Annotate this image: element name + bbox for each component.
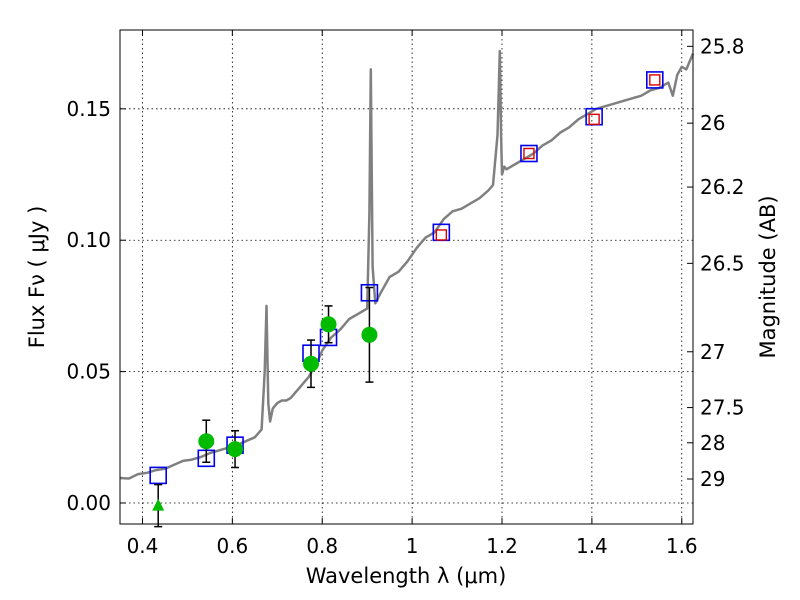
x-tick-label: 1.4 (576, 534, 608, 558)
axes: 0.4 0.6 0.8 1 1.2 1.4 1.6 0.00 0.05 0.10 0.15 25.8 2… (66, 30, 745, 558)
right-tick-label: 26.5 (700, 251, 745, 275)
right-tick-label: 25.8 (700, 34, 745, 58)
y-tick-label: 0.10 (66, 228, 111, 252)
model-photometry-marker (645, 71, 664, 89)
y-tick-label: 0.05 (66, 360, 111, 384)
plot-area (119, 49, 695, 528)
plot-frame (119, 29, 694, 525)
x-tick-label: 0.4 (127, 534, 159, 558)
observed-optical-marker (320, 316, 337, 333)
right-tick-label: 27 (700, 340, 725, 364)
x-tick-label: 1 (406, 534, 419, 558)
observed-optical-marker (198, 433, 215, 450)
right-axis-label: Magnitude (AB) (756, 195, 780, 358)
observed-optical-marker (303, 355, 319, 372)
model-photometry-marker (149, 466, 167, 485)
observed-ir-marker (649, 74, 661, 86)
grid (120, 30, 693, 524)
y-axis-label: Flux Fν ( μJy ) (25, 206, 49, 349)
right-tick-label: 26 (700, 111, 725, 135)
x-axis-label: Wavelength λ (μm) (306, 564, 507, 588)
x-tick-label: 1.6 (666, 534, 698, 558)
y-tick-label: 0.15 (66, 97, 111, 121)
x-tick-label: 0.6 (216, 534, 248, 558)
y-tick-label: 0.00 (66, 491, 111, 515)
x-tick-label: 0.8 (306, 534, 338, 558)
right-tick-label: 28 (700, 431, 725, 455)
observed-optical-marker (361, 326, 378, 343)
model-photometry-marker (520, 144, 538, 163)
observed-ir-marker (523, 147, 535, 160)
observed-ir-marker (435, 229, 448, 241)
observed-optical-marker (227, 441, 244, 458)
observed-ir-marker (588, 113, 600, 126)
x-tick-label: 1.2 (486, 534, 518, 558)
spectrum-line (119, 49, 695, 480)
upper-limit-marker (152, 498, 165, 511)
right-tick-label: 27.5 (700, 396, 745, 420)
right-tick-label: 26.2 (700, 175, 745, 199)
right-tick-label: 29 (700, 467, 725, 491)
